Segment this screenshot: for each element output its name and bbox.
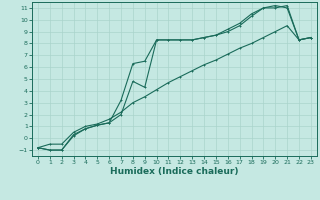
X-axis label: Humidex (Indice chaleur): Humidex (Indice chaleur): [110, 167, 239, 176]
